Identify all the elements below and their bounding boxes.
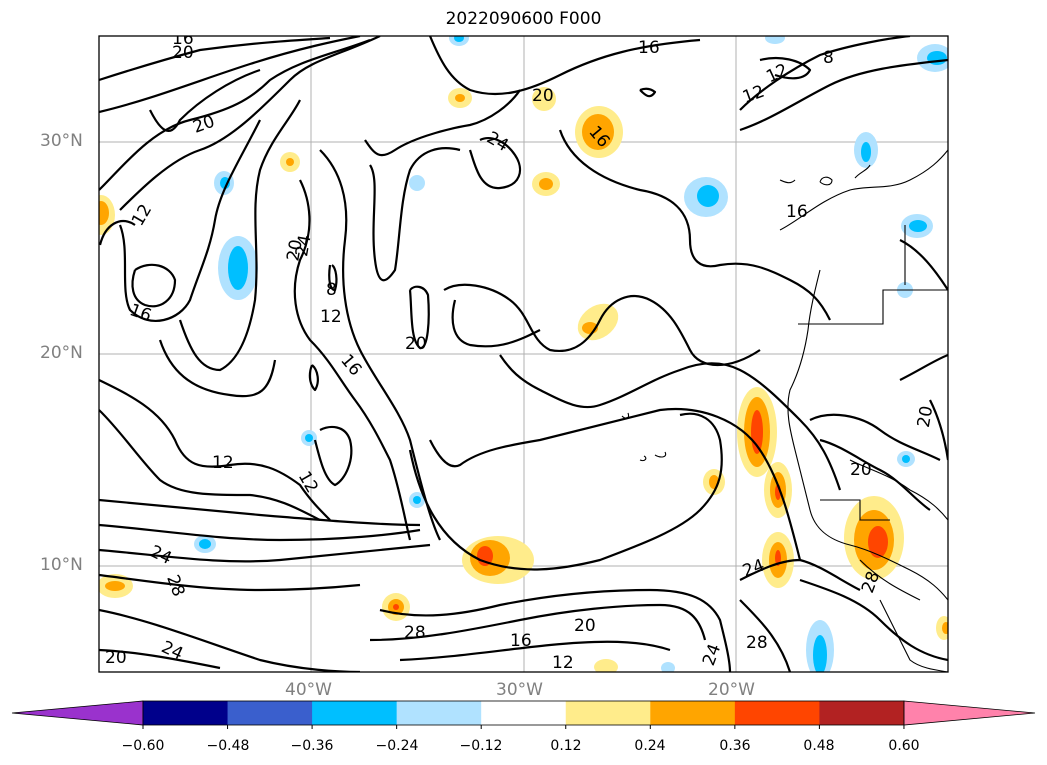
svg-text:24: 24: [147, 542, 175, 569]
svg-text:16: 16: [172, 29, 194, 49]
colorbar-tick: 0.60: [888, 738, 920, 754]
map-frame: [98, 35, 949, 673]
map-canvas: 16 20 20 12 16 20 24 24 20 8 12 16 12 20…: [98, 29, 949, 673]
colorbar-tick: −0.36: [290, 738, 334, 754]
colorbar-cell: [650, 701, 736, 725]
svg-text:12: 12: [320, 307, 342, 327]
svg-text:16: 16: [127, 300, 154, 326]
svg-text:12: 12: [128, 201, 156, 230]
svg-text:20: 20: [532, 86, 554, 106]
lat-label-30n: 30°N: [40, 131, 83, 151]
svg-text:24: 24: [483, 128, 512, 156]
svg-text:16: 16: [786, 202, 808, 222]
svg-text:24: 24: [699, 641, 725, 668]
colorbar-cell: [734, 701, 820, 725]
svg-text:12: 12: [763, 60, 791, 87]
lon-label-40w: 40°W: [285, 680, 332, 700]
svg-text:20: 20: [914, 404, 937, 429]
svg-text:20: 20: [283, 238, 306, 263]
svg-text:12: 12: [740, 82, 767, 108]
map-title: 2022090600 F000: [445, 9, 602, 29]
colorbar-cell: [396, 701, 482, 725]
svg-text:20: 20: [190, 112, 217, 138]
svg-text:16: 16: [510, 631, 532, 651]
svg-text:20: 20: [574, 616, 596, 636]
colorbar-outline: [142, 700, 905, 726]
colorbar-extend-low: [11, 700, 144, 726]
svg-text:20: 20: [850, 460, 872, 480]
colorbar-tick: −0.12: [459, 738, 503, 754]
colorbar-cell: [819, 701, 905, 725]
svg-text:8: 8: [823, 48, 834, 68]
svg-text:12: 12: [212, 453, 234, 473]
colorbar-tick: −0.24: [375, 738, 419, 754]
svg-text:28: 28: [746, 633, 768, 653]
colorbar-extend-high: [903, 700, 1036, 726]
svg-text:16: 16: [336, 351, 365, 380]
colorbar-tick: −0.48: [206, 738, 250, 754]
lon-label-30w: 30°W: [496, 680, 543, 700]
svg-text:12: 12: [552, 653, 574, 673]
lat-label-20n: 20°N: [40, 343, 83, 363]
colorbar-cell: [565, 701, 651, 725]
svg-text:20: 20: [105, 648, 127, 668]
colorbar-tick: 0.12: [550, 738, 582, 754]
colorbar-tick: 0.24: [634, 738, 666, 754]
colorbar-cell: [227, 701, 313, 725]
lat-label-10n: 10°N: [40, 555, 83, 575]
svg-text:12: 12: [294, 468, 322, 497]
colorbar-tick: −0.60: [121, 738, 165, 754]
svg-text:16: 16: [638, 38, 660, 58]
lon-label-20w: 20°W: [708, 680, 755, 700]
svg-text:28: 28: [162, 572, 188, 599]
coastline: [621, 149, 948, 672]
svg-text:28: 28: [404, 623, 426, 643]
colorbar-cell: [143, 701, 229, 725]
svg-text:8: 8: [326, 280, 337, 300]
svg-text:20: 20: [405, 334, 427, 354]
contour-lines: [99, 36, 948, 672]
shaded-anomalies: [99, 36, 948, 672]
svg-text:20: 20: [172, 43, 194, 63]
colorbar-cell: [312, 701, 398, 725]
colorbar-tick: 0.36: [719, 738, 751, 754]
colorbar-cell: [481, 701, 567, 725]
svg-text:24: 24: [292, 233, 315, 258]
colorbar-tick: 0.48: [803, 738, 835, 754]
